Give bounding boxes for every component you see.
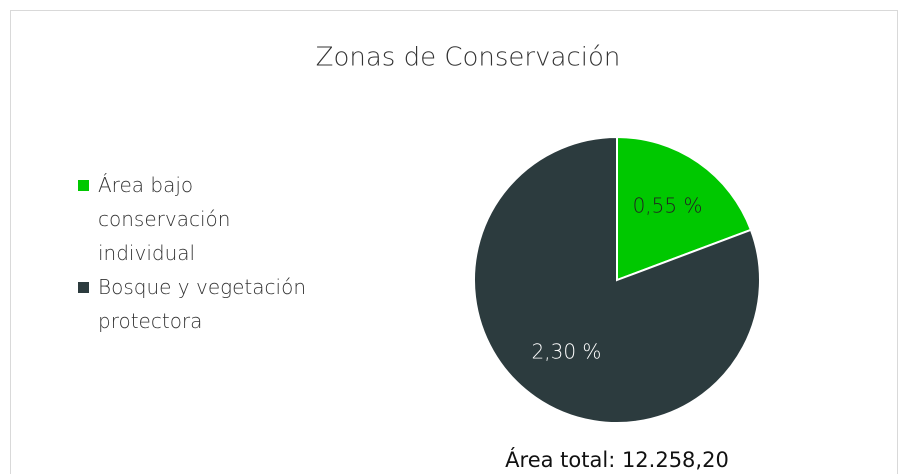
pie-slice — [616, 135, 753, 282]
pie-slice — [473, 135, 761, 424]
legend-swatch — [78, 180, 89, 191]
chart-title: Zonas de Conservación — [316, 43, 621, 73]
pie: 0,55 % 2,30 % — [473, 135, 761, 424]
legend-swatch — [78, 282, 89, 293]
data-label: 2,30 % — [532, 339, 602, 363]
legend-label: Bosque y vegetación protectora — [98, 275, 306, 333]
data-label: 0,55 % — [633, 194, 703, 218]
annotation: Área total: 12.258,20 — [505, 447, 729, 472]
legend-entry: Bosque y vegetación protectora — [78, 270, 308, 338]
legend-label: Área bajo conservación individual — [98, 173, 231, 265]
legend-entry: Área bajo conservación individual — [78, 168, 308, 270]
legend: Área bajo conservación individual Bosque … — [78, 168, 308, 338]
